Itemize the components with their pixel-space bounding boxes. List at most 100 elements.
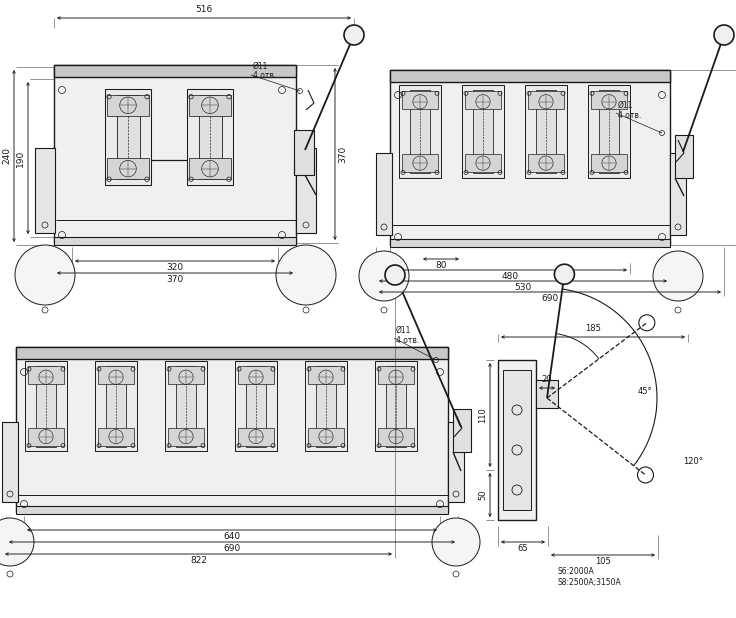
Text: S8:2500A;3150A: S8:2500A;3150A xyxy=(558,578,622,588)
Text: 4 отв.: 4 отв. xyxy=(253,71,276,80)
Bar xyxy=(105,89,151,185)
Bar xyxy=(106,365,126,446)
Bar xyxy=(54,65,296,243)
Circle shape xyxy=(432,518,480,566)
Bar xyxy=(308,366,344,384)
Text: 516: 516 xyxy=(195,5,213,14)
Bar xyxy=(316,365,336,446)
Bar xyxy=(168,366,204,384)
Bar xyxy=(28,428,64,446)
Bar xyxy=(2,422,18,502)
Text: S6:2000A: S6:2000A xyxy=(558,567,595,577)
Text: 185: 185 xyxy=(585,324,601,333)
Text: Ø11: Ø11 xyxy=(396,326,411,335)
Bar xyxy=(35,148,55,233)
Bar xyxy=(378,428,414,446)
Bar xyxy=(176,365,196,446)
Bar xyxy=(591,91,627,109)
Bar xyxy=(536,380,558,408)
Bar xyxy=(588,85,630,178)
Bar xyxy=(54,237,296,245)
Circle shape xyxy=(15,245,75,305)
Circle shape xyxy=(554,265,574,284)
Bar xyxy=(498,360,536,520)
Bar xyxy=(116,95,140,179)
Bar xyxy=(238,428,274,446)
Text: 4 отв.: 4 отв. xyxy=(396,336,420,345)
Bar xyxy=(246,365,266,446)
Bar xyxy=(503,370,531,510)
Bar xyxy=(462,85,504,178)
Text: 240: 240 xyxy=(2,148,11,164)
Circle shape xyxy=(714,25,734,45)
Bar xyxy=(305,361,347,451)
Circle shape xyxy=(344,25,364,45)
Bar xyxy=(187,89,233,185)
Text: 320: 320 xyxy=(166,263,183,272)
Bar xyxy=(670,153,686,235)
Circle shape xyxy=(385,265,405,285)
Text: 190: 190 xyxy=(16,150,25,167)
Text: 45°: 45° xyxy=(638,387,653,397)
Bar xyxy=(296,148,316,233)
Text: 370: 370 xyxy=(338,145,347,163)
Bar xyxy=(375,361,417,451)
Bar xyxy=(390,70,670,245)
Bar xyxy=(528,154,564,172)
Bar xyxy=(402,154,438,172)
Text: 105: 105 xyxy=(595,557,611,566)
Bar xyxy=(465,91,501,109)
Bar xyxy=(98,428,134,446)
Circle shape xyxy=(359,251,409,301)
Text: 65: 65 xyxy=(517,544,528,553)
Bar xyxy=(376,153,392,235)
Circle shape xyxy=(653,251,703,301)
Bar xyxy=(308,428,344,446)
Text: 690: 690 xyxy=(542,294,559,303)
Text: 50: 50 xyxy=(478,489,487,500)
Bar xyxy=(199,95,222,179)
Bar xyxy=(536,90,556,174)
Text: 110: 110 xyxy=(478,407,487,423)
Bar xyxy=(16,347,448,359)
Bar xyxy=(294,130,314,175)
Bar xyxy=(189,95,231,116)
Bar xyxy=(473,90,493,174)
Text: 4 отв.: 4 отв. xyxy=(618,111,641,120)
Text: 690: 690 xyxy=(223,544,241,553)
Bar xyxy=(390,70,670,82)
Circle shape xyxy=(0,518,34,566)
Bar xyxy=(591,154,627,172)
Bar xyxy=(399,85,441,178)
Bar xyxy=(402,91,438,109)
Text: 480: 480 xyxy=(501,272,519,281)
Bar xyxy=(168,428,204,446)
Bar xyxy=(238,366,274,384)
Bar xyxy=(448,422,464,502)
Text: Ø11: Ø11 xyxy=(618,101,634,110)
Text: 120°: 120° xyxy=(683,457,703,467)
Bar xyxy=(16,347,448,512)
Bar xyxy=(54,65,296,77)
Bar xyxy=(107,95,149,116)
Bar xyxy=(675,135,693,178)
Bar xyxy=(36,365,56,446)
Bar xyxy=(453,409,471,452)
Bar xyxy=(465,154,501,172)
Bar xyxy=(525,85,567,178)
Bar xyxy=(95,361,137,451)
Circle shape xyxy=(276,245,336,305)
Bar xyxy=(16,506,448,514)
Text: 822: 822 xyxy=(190,556,207,565)
Text: 80: 80 xyxy=(435,261,447,270)
Bar xyxy=(528,91,564,109)
Text: 640: 640 xyxy=(224,532,241,541)
Bar xyxy=(28,366,64,384)
Bar xyxy=(189,158,231,179)
Text: 20: 20 xyxy=(542,375,552,384)
Bar xyxy=(410,90,430,174)
Bar xyxy=(599,90,619,174)
Bar xyxy=(98,366,134,384)
Text: 370: 370 xyxy=(166,275,183,284)
Bar xyxy=(378,366,414,384)
